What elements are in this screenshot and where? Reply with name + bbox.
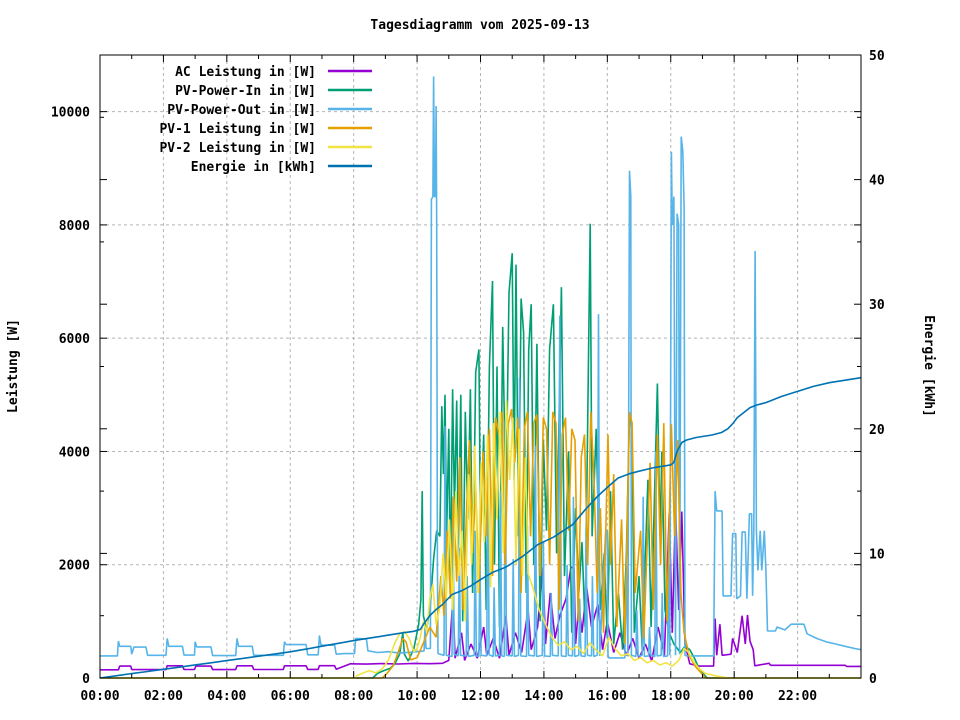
y-right-tick-label: 30 (869, 298, 885, 313)
legend: AC Leistung in [W] PV-Power-In in [W] PV-P… (159, 65, 372, 175)
x-tick-label: 12:00 (461, 689, 500, 704)
x-tick-label: 00:00 (80, 689, 119, 704)
y-left-tick-label: 0 (82, 672, 90, 687)
gridlines (100, 55, 861, 678)
legend-label-energie: Energie in [kWh] (191, 160, 316, 175)
x-tick-label: 14:00 (524, 689, 563, 704)
y-left-tick-label: 4000 (59, 445, 90, 460)
series-line-pv2 (100, 400, 861, 679)
x-tick-label: 22:00 (778, 689, 817, 704)
legend-item-pv_in: PV-Power-In in [W] (175, 84, 372, 99)
x-tick-label: 04:00 (207, 689, 246, 704)
legend-label-pv_out: PV-Power-Out in [W] (167, 103, 316, 118)
y-left-tick-label: 2000 (59, 559, 90, 574)
x-tick-label: 18:00 (651, 689, 690, 704)
series-line-pv1 (100, 408, 861, 679)
y-left-axis-label: Leistung [W] (6, 319, 21, 413)
series-line-energie (99, 376, 862, 679)
y-right-tick-label: 50 (869, 49, 885, 64)
x-tick-label: 10:00 (398, 689, 437, 704)
legend-label-pv2: PV-2 Leistung in [W] (159, 141, 316, 156)
x-tick-label: 02:00 (144, 689, 183, 704)
x-tick-label: 20:00 (715, 689, 754, 704)
y-right-tick-label: 20 (869, 423, 885, 438)
x-tick-label: 06:00 (271, 689, 310, 704)
y-right-axis-label: Energie [kWh] (921, 315, 936, 417)
axes (99, 54, 862, 679)
y-right-tick-label: 10 (869, 547, 885, 562)
chart-title: Tagesdiagramm vom 2025-09-13 (370, 18, 589, 33)
y-left-tick-label: 6000 (59, 332, 90, 347)
series-line-pv_out (100, 76, 862, 659)
series-lines (99, 76, 862, 679)
y-left-tick-label: 8000 (59, 219, 90, 234)
x-tick-label: 08:00 (334, 689, 373, 704)
legend-item-pv1: PV-1 Leistung in [W] (159, 122, 372, 137)
legend-label-pv_in: PV-Power-In in [W] (175, 84, 316, 99)
y-right-tick-label: 40 (869, 174, 885, 189)
legend-item-pv_out: PV-Power-Out in [W] (167, 103, 372, 118)
legend-label-ac: AC Leistung in [W] (175, 65, 316, 80)
legend-item-ac: AC Leistung in [W] (175, 65, 372, 80)
y-right-tick-label: 0 (869, 672, 877, 687)
legend-item-pv2: PV-2 Leistung in [W] (159, 141, 372, 156)
x-tick-label: 16:00 (588, 689, 627, 704)
tick-labels: 00:00 02:00 04:00 06:00 08:00 10:00 12:00 14:00… (51, 49, 885, 704)
legend-label-pv1: PV-1 Leistung in [W] (159, 122, 316, 137)
y-left-tick-label: 10000 (51, 106, 90, 121)
legend-item-energie: Energie in [kWh] (191, 160, 372, 175)
